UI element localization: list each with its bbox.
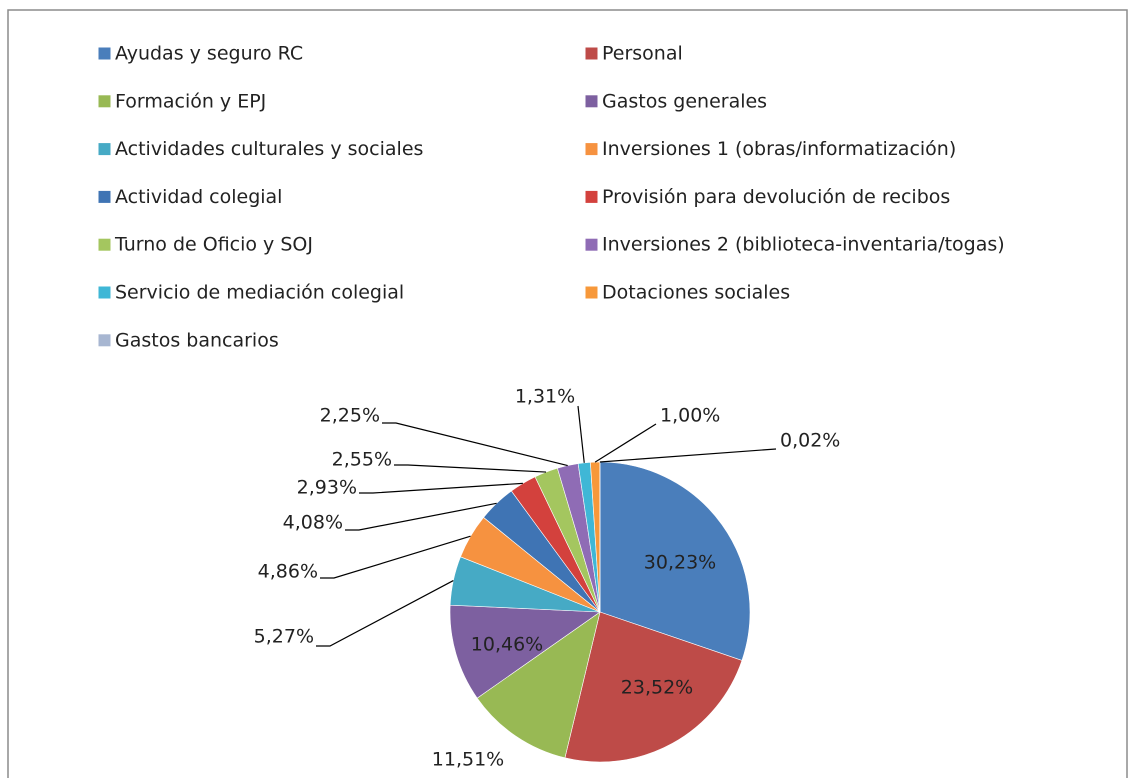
legend-swatch bbox=[584, 237, 599, 252]
data-label: 2,93% bbox=[297, 477, 357, 499]
data-label: 5,27% bbox=[254, 626, 314, 648]
legend-swatch bbox=[97, 46, 112, 61]
legend-swatch bbox=[584, 189, 599, 204]
legend-label: Actividad colegial bbox=[115, 186, 282, 208]
pie-slice bbox=[476, 611, 601, 759]
leader-line bbox=[577, 405, 585, 463]
leader-line bbox=[316, 580, 454, 647]
data-label: 1,00% bbox=[660, 405, 720, 427]
legend-label: Actividades culturales y sociales bbox=[115, 138, 423, 160]
data-label: 11,51% bbox=[432, 749, 504, 771]
legend-label: Turno de Oficio y SOJ bbox=[114, 234, 313, 256]
data-label: 2,55% bbox=[332, 449, 392, 471]
legend-label: Inversiones 1 (obras/informatización) bbox=[602, 138, 956, 160]
legend-swatch bbox=[97, 333, 112, 348]
leader-line bbox=[382, 422, 568, 467]
legend-swatch bbox=[584, 46, 599, 61]
data-label: 4,08% bbox=[283, 512, 343, 534]
legend-label: Inversiones 2 (biblioteca-inventaria/tog… bbox=[602, 234, 1005, 256]
leader-line bbox=[359, 482, 523, 494]
legend-label: Gastos bancarios bbox=[115, 329, 279, 351]
legend-label: Provisión para devolución de recibos bbox=[602, 186, 950, 208]
pie-slice bbox=[599, 461, 751, 661]
leader-line bbox=[599, 448, 777, 463]
legend-label: Ayudas y seguro RC bbox=[115, 43, 303, 65]
legend-swatch bbox=[97, 142, 112, 157]
leader-line bbox=[394, 464, 547, 473]
legend-swatch bbox=[584, 142, 599, 157]
legend-label: Personal bbox=[602, 43, 683, 65]
legend-swatch bbox=[584, 285, 599, 300]
legend-label: Gastos generales bbox=[602, 90, 767, 112]
leader-line bbox=[594, 423, 657, 463]
legend-swatch bbox=[97, 237, 112, 252]
data-label: 30,23% bbox=[644, 552, 716, 574]
leader-line bbox=[345, 502, 497, 531]
legend-swatch bbox=[97, 189, 112, 204]
legend-label: Servicio de mediación colegial bbox=[115, 282, 404, 304]
data-label: 10,46% bbox=[471, 634, 543, 656]
data-label: 1,31% bbox=[515, 386, 575, 408]
pie-slice bbox=[564, 611, 743, 763]
data-label: 2,25% bbox=[320, 405, 380, 427]
legend-label: Dotaciones sociales bbox=[602, 282, 790, 304]
leader-line bbox=[320, 535, 471, 579]
pie-slice bbox=[449, 604, 601, 699]
legend-swatch bbox=[584, 94, 599, 109]
data-label: 23,52% bbox=[621, 677, 693, 699]
data-label: 0,02% bbox=[780, 430, 840, 452]
legend-swatch bbox=[97, 94, 112, 109]
data-label: 4,86% bbox=[258, 561, 318, 583]
legend-label: Formación y EPJ bbox=[115, 90, 266, 112]
legend-swatch bbox=[97, 285, 112, 300]
